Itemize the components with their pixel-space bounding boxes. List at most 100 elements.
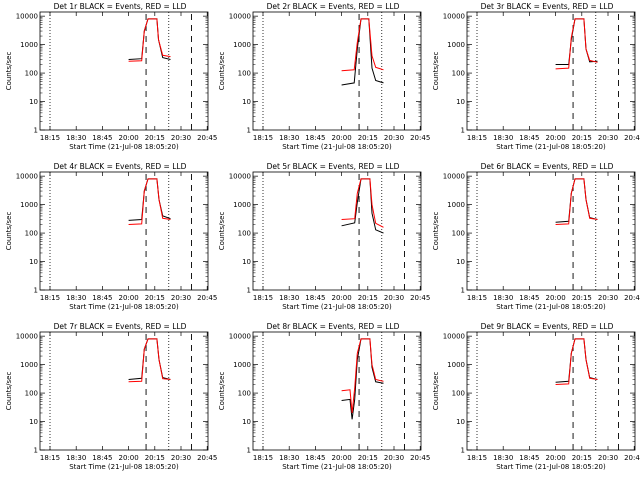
x-tick-label: 20:30 xyxy=(384,134,404,142)
x-tick-label: 18:15 xyxy=(467,134,487,142)
x-tick-label: 20:45 xyxy=(197,294,217,302)
y-tick-label: 10 xyxy=(456,98,465,106)
y-tick-label: 100 xyxy=(451,230,464,238)
y-axis-label: Counts/sec xyxy=(218,212,226,251)
x-tick-label: 18:15 xyxy=(467,454,487,462)
y-tick-label: 1 xyxy=(34,127,38,135)
panel-svg: Det 6r BLACK = Events, RED = LLD 1 10 100 10… xyxy=(432,162,640,311)
x-axis-label: Start Time (21-Jul-08 18:05:20) xyxy=(283,463,393,471)
series-line-events xyxy=(555,178,598,223)
plot-frame xyxy=(252,171,422,291)
x-axis-label: Start Time (21-Jul-08 18:05:20) xyxy=(496,143,606,151)
x-tick-label: 18:45 xyxy=(306,454,326,462)
x-tick-label: 20:15 xyxy=(571,134,591,142)
x-axis-label: Start Time (21-Jul-08 18:05:20) xyxy=(283,143,393,151)
y-tick-label: 1 xyxy=(460,287,464,295)
x-axis-label: Start Time (21-Jul-08 18:05:20) xyxy=(496,463,606,471)
x-tick-label: 18:30 xyxy=(66,454,86,462)
x-tick-label: 20:45 xyxy=(624,454,640,462)
y-tick-label: 10 xyxy=(242,98,251,106)
y-tick-label: 10000 xyxy=(229,13,251,21)
x-tick-label: 18:15 xyxy=(40,134,60,142)
x-tick-label: 18:45 xyxy=(92,134,112,142)
x-tick-label: 20:00 xyxy=(545,454,565,462)
y-axis-label: Counts/sec xyxy=(218,52,226,91)
x-tick-label: 20:15 xyxy=(145,454,165,462)
panel-title: Det 2r BLACK = Events, RED = LLD xyxy=(267,2,400,11)
y-axis-label: Counts/sec xyxy=(5,212,13,251)
x-tick-label: 18:45 xyxy=(306,134,326,142)
chart-panel: Det 7r BLACK = Events, RED = LLD 1 10 100 10… xyxy=(0,320,217,480)
x-tick-label: 18:15 xyxy=(253,294,273,302)
series-line-events xyxy=(341,338,384,420)
x-tick-label: 20:30 xyxy=(598,134,618,142)
y-axis-label: Counts/sec xyxy=(218,372,226,411)
y-axis-label: Counts/sec xyxy=(5,372,13,411)
series-line-events xyxy=(128,338,171,380)
y-tick-label: 100 xyxy=(451,390,464,398)
y-tick-label: 100 xyxy=(25,390,38,398)
y-tick-label: 1 xyxy=(247,447,251,455)
panel-title: Det 7r BLACK = Events, RED = LLD xyxy=(54,322,187,331)
x-tick-label: 18:45 xyxy=(519,134,539,142)
y-tick-label: 10000 xyxy=(16,333,38,341)
chart-panel: Det 3r BLACK = Events, RED = LLD 1 10 100 10… xyxy=(427,0,640,160)
panel-svg: Det 4r BLACK = Events, RED = LLD 1 10 100 10… xyxy=(5,162,217,311)
x-tick-label: 20:45 xyxy=(624,134,640,142)
y-tick-label: 1000 xyxy=(20,361,38,369)
series-line-events xyxy=(555,338,598,383)
panel-svg: Det 7r BLACK = Events, RED = LLD 1 10 100 10… xyxy=(5,322,217,471)
x-tick-label: 18:30 xyxy=(279,454,299,462)
y-tick-label: 10 xyxy=(29,98,38,106)
y-tick-label: 1 xyxy=(460,447,464,455)
plot-frame xyxy=(39,331,209,451)
x-tick-label: 18:15 xyxy=(40,294,60,302)
x-tick-label: 20:15 xyxy=(571,454,591,462)
panel-title: Det 3r BLACK = Events, RED = LLD xyxy=(480,2,613,11)
y-tick-label: 1 xyxy=(247,287,251,295)
x-tick-label: 20:00 xyxy=(119,454,139,462)
x-tick-label: 18:45 xyxy=(92,454,112,462)
panel-title: Det 8r BLACK = Events, RED = LLD xyxy=(267,322,400,331)
plot-frame xyxy=(466,11,635,131)
x-tick-label: 20:30 xyxy=(598,294,618,302)
x-tick-label: 20:15 xyxy=(145,134,165,142)
x-tick-label: 20:00 xyxy=(332,454,352,462)
series-line-events xyxy=(128,18,171,60)
chart-panel: Det 5r BLACK = Events, RED = LLD 1 10 100 10… xyxy=(213,160,430,320)
plot-frame xyxy=(252,331,422,451)
panel-svg: Det 8r BLACK = Events, RED = LLD 1 10 100 10… xyxy=(218,322,430,471)
chart-panel: Det 2r BLACK = Events, RED = LLD 1 10 100 10… xyxy=(213,0,430,160)
y-tick-label: 10 xyxy=(29,258,38,266)
panel-title: Det 6r BLACK = Events, RED = LLD xyxy=(480,162,613,171)
x-tick-label: 18:15 xyxy=(467,294,487,302)
chart-panel: Det 1r BLACK = Events, RED = LLD 1 10 100 10… xyxy=(0,0,217,160)
x-tick-label: 20:30 xyxy=(171,294,191,302)
y-tick-label: 10 xyxy=(456,258,465,266)
y-tick-label: 1000 xyxy=(233,361,251,369)
x-tick-label: 18:45 xyxy=(519,294,539,302)
plot-frame xyxy=(39,171,209,291)
series-line-lld xyxy=(555,18,598,70)
y-tick-label: 100 xyxy=(25,230,38,238)
x-tick-label: 20:30 xyxy=(384,294,404,302)
y-tick-label: 10000 xyxy=(442,173,464,181)
y-tick-label: 10000 xyxy=(442,13,464,21)
x-tick-label: 20:45 xyxy=(197,454,217,462)
y-tick-label: 10000 xyxy=(442,333,464,341)
x-tick-label: 18:15 xyxy=(40,454,60,462)
y-tick-label: 100 xyxy=(238,390,251,398)
chart-panel: Det 6r BLACK = Events, RED = LLD 1 10 100 10… xyxy=(427,160,640,320)
y-tick-label: 1 xyxy=(247,127,251,135)
x-tick-label: 18:30 xyxy=(493,134,513,142)
x-tick-label: 20:45 xyxy=(624,294,640,302)
y-tick-label: 100 xyxy=(451,70,464,78)
series-line-lld xyxy=(341,178,385,228)
series-line-events xyxy=(341,18,384,86)
x-axis-label: Start Time (21-Jul-08 18:05:20) xyxy=(69,143,179,151)
x-tick-label: 20:30 xyxy=(171,134,191,142)
y-tick-label: 1000 xyxy=(233,41,251,49)
x-tick-label: 20:15 xyxy=(358,134,378,142)
y-tick-label: 1000 xyxy=(20,201,38,209)
series-line-lld xyxy=(341,338,384,414)
